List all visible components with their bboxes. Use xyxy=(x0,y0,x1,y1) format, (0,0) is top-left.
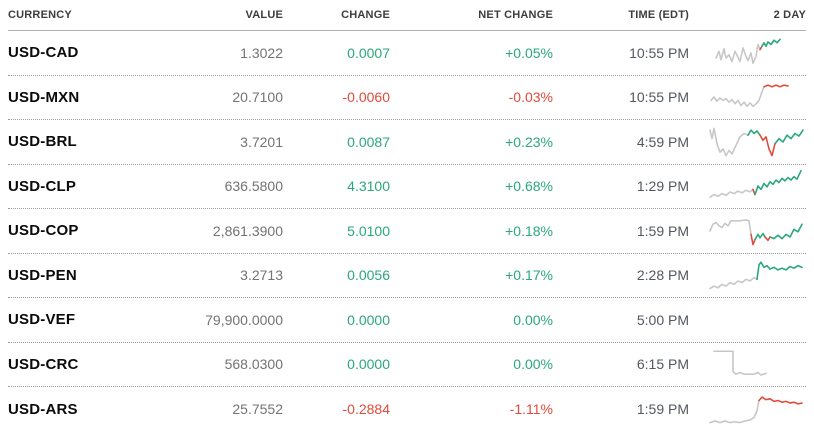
net-change-cell: +0.68% xyxy=(505,178,553,195)
currency-pair-link[interactable]: USD-CRC xyxy=(8,355,79,373)
currency-pair-link[interactable]: USD-ARS xyxy=(8,400,78,418)
change-cell: -0.0060 xyxy=(342,89,390,106)
sparkline-chart xyxy=(689,209,806,253)
change-cell: 0.0000 xyxy=(347,356,390,373)
value-cell: 79,900.0000 xyxy=(205,311,283,328)
value-cell: 3.7201 xyxy=(240,133,283,150)
net-change-cell: +0.23% xyxy=(505,133,553,150)
currency-pair-link[interactable]: USD-CAD xyxy=(8,44,79,62)
sparkline-chart xyxy=(689,343,806,387)
change-cell: 0.0087 xyxy=(347,133,390,150)
currency-pair-link[interactable]: USD-VEF xyxy=(8,311,76,329)
net-change-cell: +0.17% xyxy=(505,267,553,284)
currency-pair-link[interactable]: USD-CLP xyxy=(8,177,77,195)
table-row: USD-PEN 3.2713 0.0056 +0.17% 2:28 PM xyxy=(8,254,806,298)
value-cell: 636.5800 xyxy=(224,178,283,195)
change-cell: 0.0000 xyxy=(347,311,390,328)
time-cell: 2:28 PM xyxy=(636,267,689,284)
net-change-cell: 0.00% xyxy=(513,311,553,328)
change-cell: 0.0056 xyxy=(347,267,390,284)
sparkline-chart xyxy=(689,165,806,209)
sparkline-chart xyxy=(689,120,806,164)
table-row: USD-MXN 20.7100 -0.0060 -0.03% 10:55 PM xyxy=(8,76,806,120)
sparkline-chart xyxy=(689,298,806,342)
change-cell: 4.3100 xyxy=(347,178,390,195)
table-row: USD-BRL 3.7201 0.0087 +0.23% 4:59 PM xyxy=(8,120,806,165)
table-row: USD-CAD 1.3022 0.0007 +0.05% 10:55 PM xyxy=(8,31,806,76)
column-header-currency: CURRENCY xyxy=(8,9,72,21)
value-cell: 3.2713 xyxy=(240,267,283,284)
time-cell: 5:00 PM xyxy=(636,311,689,328)
currency-pair-link[interactable]: USD-MXN xyxy=(8,88,80,106)
column-header-change: CHANGE xyxy=(341,9,390,21)
value-cell: 20.7100 xyxy=(232,89,283,106)
net-change-cell: -1.11% xyxy=(509,401,553,418)
time-cell: 1:59 PM xyxy=(636,222,689,239)
currency-pair-link[interactable]: USD-COP xyxy=(8,222,79,240)
sparkline-chart xyxy=(689,387,806,432)
time-cell: 4:59 PM xyxy=(636,133,689,150)
column-header-net-change: NET CHANGE xyxy=(478,9,553,21)
net-change-cell: +0.18% xyxy=(505,222,553,239)
sparkline-chart xyxy=(689,31,806,75)
table-row: USD-VEF 79,900.0000 0.0000 0.00% 5:00 PM xyxy=(8,298,806,343)
sparkline-chart xyxy=(689,254,806,298)
time-cell: 10:55 PM xyxy=(629,89,689,106)
table-row: USD-COP 2,861.3900 5.0100 +0.18% 1:59 PM xyxy=(8,209,806,254)
table-row: USD-ARS 25.7552 -0.2884 -1.11% 1:59 PM xyxy=(8,387,806,432)
table-header-row: CURRENCY VALUE CHANGE NET CHANGE TIME (E… xyxy=(8,0,806,31)
value-cell: 2,861.3900 xyxy=(212,222,283,239)
column-header-2day: 2 DAY xyxy=(773,9,806,21)
currency-pair-link[interactable]: USD-PEN xyxy=(8,266,77,284)
net-change-cell: 0.00% xyxy=(513,356,553,373)
value-cell: 25.7552 xyxy=(232,401,283,418)
net-change-cell: +0.05% xyxy=(505,44,553,61)
change-cell: 5.0100 xyxy=(347,222,390,239)
time-cell: 6:15 PM xyxy=(636,356,689,373)
column-header-time: TIME (EDT) xyxy=(628,9,689,21)
change-cell: -0.2884 xyxy=(342,401,390,418)
table-row: USD-CRC 568.0300 0.0000 0.00% 6:15 PM xyxy=(8,343,806,387)
change-cell: 0.0007 xyxy=(347,44,390,61)
value-cell: 1.3022 xyxy=(240,44,283,61)
table-row: USD-CLP 636.5800 4.3100 +0.68% 1:29 PM xyxy=(8,165,806,209)
time-cell: 1:29 PM xyxy=(636,178,689,195)
sparkline-chart xyxy=(689,76,806,120)
currency-pair-link[interactable]: USD-BRL xyxy=(8,133,77,151)
column-header-value: VALUE xyxy=(245,9,283,21)
time-cell: 1:59 PM xyxy=(636,401,689,418)
value-cell: 568.0300 xyxy=(224,356,283,373)
net-change-cell: -0.03% xyxy=(508,89,553,106)
time-cell: 10:55 PM xyxy=(629,44,689,61)
